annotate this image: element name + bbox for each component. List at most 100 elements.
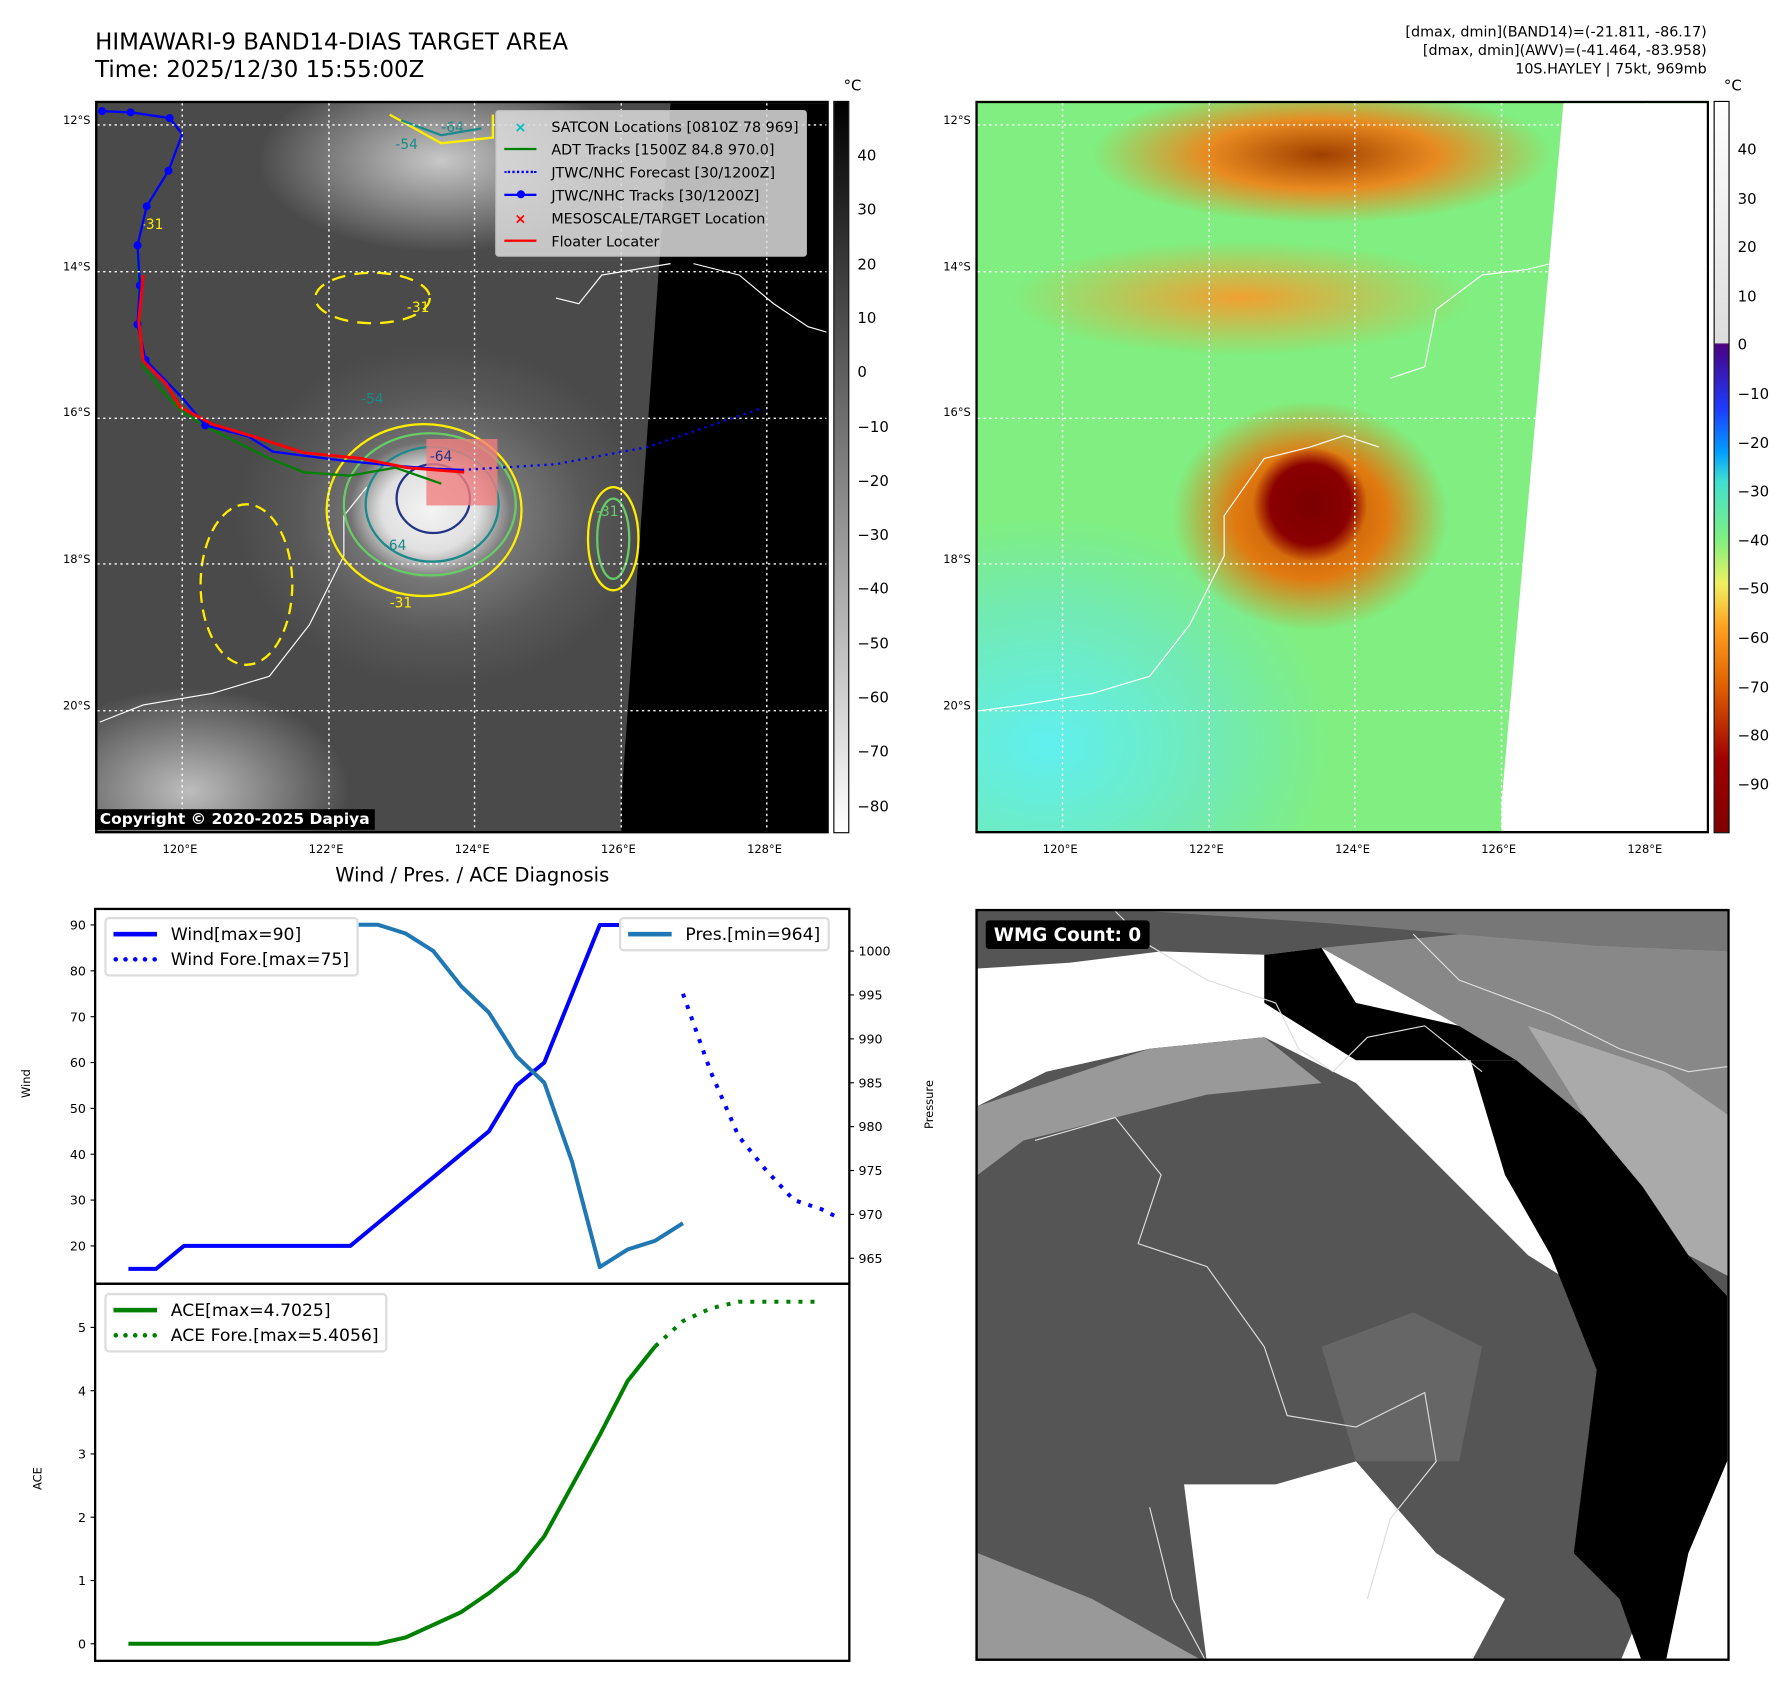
legend-floater: Floater Locater <box>503 229 798 252</box>
colorbar-tick: −20 <box>1737 435 1770 453</box>
colorbar-tick: 20 <box>857 256 877 274</box>
line-dot-icon <box>503 190 537 199</box>
y-tick-label: 1 <box>78 1573 86 1588</box>
x-marker-icon: × <box>514 209 527 227</box>
y-tick-label: 20 <box>70 1239 86 1254</box>
series-line-wind <box>128 922 656 1271</box>
diagnosis-charts: 2030405060708090965970975980985990995100… <box>70 907 891 1662</box>
svg-text:-64: -64 <box>441 120 463 136</box>
band14-range: [dmax, dmin](BAND14)=(-21.811, -86.17) <box>1405 22 1707 41</box>
dotted-line-icon <box>113 1333 158 1338</box>
lat-label: 14°S <box>943 260 971 274</box>
legend-ace: ACE[max=4.7025] <box>113 1297 378 1322</box>
map-overlay: -64 -54 -31 -31 -64 -54 -31 -31 -64 <box>97 103 827 831</box>
lat-label: 18°S <box>943 553 971 567</box>
y-tick-label: 90 <box>70 918 86 933</box>
lat-label: 18°S <box>62 553 91 567</box>
legend-wind-forecast: Wind Fore.[max=75] <box>113 947 349 972</box>
colorbar-left-unit: °C <box>843 77 862 96</box>
colorbar-tick: −40 <box>857 581 889 599</box>
svg-text:-54: -54 <box>361 391 383 407</box>
title-text: HIMAWARI-9 BAND14-DIAS TARGET AREA <box>95 27 569 56</box>
lon-label: 126°E <box>1481 843 1517 857</box>
colorbar-tick: −20 <box>857 473 889 491</box>
floater-track <box>137 274 465 474</box>
legend-jtwc-tracks: JTWC/NHC Tracks [30/1200Z] <box>503 183 798 206</box>
band14-enhanced-map <box>975 100 1709 834</box>
y-tick-label: 70 <box>70 1009 86 1024</box>
colorbar-tick: −30 <box>1737 483 1770 502</box>
colorbar-tick: −40 <box>1737 532 1770 550</box>
no-data-region <box>621 103 827 831</box>
svg-text:-31: -31 <box>596 504 618 520</box>
colorbar-tick: −80 <box>1737 728 1770 746</box>
colorbar-tick: 10 <box>1737 288 1757 306</box>
dotted-line-icon <box>503 170 537 174</box>
colorbar-tick: 10 <box>857 310 877 328</box>
wind-legend: Wind[max=90] Wind Fore.[max=75] <box>104 916 359 977</box>
lon-label: 128°E <box>747 843 782 857</box>
y2-tick-label: 970 <box>859 1207 883 1222</box>
colorbar-tick: 40 <box>857 147 877 166</box>
lon-label: 124°E <box>1335 843 1370 857</box>
figure-title: HIMAWARI-9 BAND14-DIAS TARGET AREA Time:… <box>95 28 568 83</box>
dotted-line-icon <box>113 957 158 962</box>
colorbar-tick: −90 <box>1737 776 1770 795</box>
contour-labels: -64 -54 -31 -31 -64 -54 -31 -31 -64 <box>141 120 619 612</box>
y-tick-label: 80 <box>70 963 86 978</box>
lon-label: 122°E <box>308 843 344 857</box>
colorbar-tick: −50 <box>857 635 889 653</box>
lat-label: 12°S <box>62 114 91 128</box>
lat-label: 20°S <box>62 700 91 713</box>
y2-tick-label: 980 <box>859 1119 883 1134</box>
legend-pressure: Pres.[min=964] <box>628 922 820 947</box>
svg-text:-54: -54 <box>395 137 417 153</box>
x-marker-icon: × <box>514 117 527 135</box>
pressure-legend: Pres.[min=964] <box>618 916 830 952</box>
svg-text:-31: -31 <box>407 300 429 316</box>
y2-tick-label: 965 <box>859 1251 883 1266</box>
colorbar-tick: −70 <box>1737 679 1770 697</box>
colorbar-tick: −60 <box>1737 630 1770 648</box>
awv-range: [dmax, dmin](AWV)=(-41.464, -83.958) <box>1422 41 1707 59</box>
legend-mesoscale: × MESOSCALE/TARGET Location <box>503 206 798 229</box>
legend-wind: Wind[max=90] <box>113 922 349 947</box>
line-icon <box>503 147 537 151</box>
storm-info: 10S.HAYLEY | 75kt, 969mb <box>1515 59 1707 77</box>
lat-label: 16°S <box>62 407 91 420</box>
colorbar-tick: 30 <box>857 202 877 220</box>
chart-title: Wind / Pres. / ACE Diagnosis <box>335 864 610 888</box>
y-tick-label: 0 <box>78 1636 86 1651</box>
y-tick-label: 5 <box>78 1320 86 1335</box>
svg-text:-64: -64 <box>430 449 452 465</box>
colorbar-tick: 40 <box>1737 142 1757 160</box>
y2-tick-label: 985 <box>859 1075 883 1090</box>
coastline <box>1034 911 1728 1659</box>
lat-label: 12°S <box>943 114 971 128</box>
colorbar-tick: −50 <box>1737 581 1770 599</box>
legend-ace-forecast: ACE Fore.[max=5.4056] <box>113 1323 379 1348</box>
jtwc-track <box>101 110 462 472</box>
y2-tick-label: 1000 <box>859 944 891 959</box>
y-tick-label: 50 <box>70 1101 86 1116</box>
band14-ir-map: -64 -54 -31 -31 -64 -54 -31 -31 -64 <box>95 100 829 834</box>
colorbar-tick: 20 <box>1737 239 1757 257</box>
colorbar-tick: −80 <box>857 798 889 816</box>
y2-tick-label: 975 <box>859 1163 883 1178</box>
colorbar-tick: 0 <box>857 364 867 382</box>
legend-adt: ADT Tracks [1500Z 84.8 970.0] <box>503 138 798 161</box>
y-tick-label: 2 <box>78 1510 86 1525</box>
svg-text:-64: -64 <box>384 538 406 554</box>
gridlines <box>977 103 1707 831</box>
wmg-count-badge: WMG Count: 0 <box>985 920 1150 950</box>
lon-label: 126°E <box>600 843 636 857</box>
series-line-ace-fore- <box>653 1299 822 1348</box>
track-legend: × SATCON Locations [0810Z 78 969] ADT Tra… <box>495 110 807 257</box>
line-icon <box>503 239 537 242</box>
svg-text:-31: -31 <box>141 217 163 233</box>
time-text: Time: 2025/12/30 15:55:00Z <box>95 55 425 83</box>
lat-label: 20°S <box>943 700 971 713</box>
line-icon <box>628 931 672 937</box>
y-tick-label: 30 <box>70 1193 86 1208</box>
line-icon <box>113 931 158 937</box>
